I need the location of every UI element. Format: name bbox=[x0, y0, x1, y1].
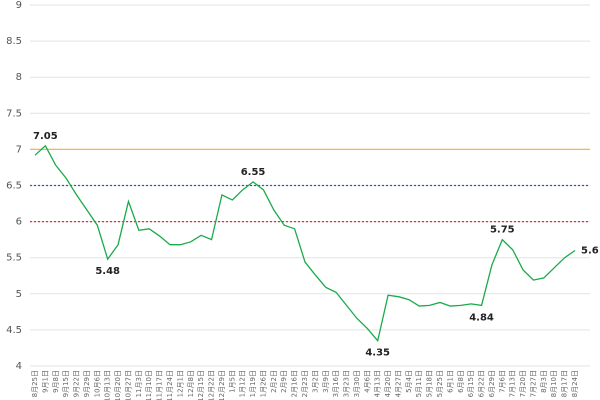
x-tick-label: 5月11日 bbox=[415, 370, 423, 397]
y-tick-label: 4.5 bbox=[6, 325, 22, 336]
y-tick-label: 5.5 bbox=[6, 253, 22, 264]
x-tick-label: 2月2日 bbox=[270, 370, 278, 393]
y-tick-label: 7 bbox=[16, 144, 22, 155]
y-tick-label: 8.5 bbox=[6, 36, 22, 47]
x-tick-label: 11月17日 bbox=[156, 370, 164, 400]
x-tick-label: 12月8日 bbox=[187, 370, 195, 397]
x-tick-label: 3月9日 bbox=[322, 370, 330, 393]
x-tick-label: 12月1日 bbox=[176, 370, 184, 397]
x-tick-label: 6月1日 bbox=[446, 370, 454, 393]
data-label: 6.55 bbox=[241, 167, 266, 178]
x-tick-label: 7月27日 bbox=[529, 370, 537, 397]
x-tick-label: 10月20日 bbox=[114, 370, 122, 400]
x-tick-label: 8月3日 bbox=[540, 370, 548, 393]
x-tick-label: 6月15日 bbox=[467, 370, 475, 397]
x-tick-label: 1月5日 bbox=[228, 370, 236, 393]
x-tick-label: 7月20日 bbox=[519, 370, 527, 397]
x-tick-label: 11月3日 bbox=[135, 370, 143, 397]
x-tick-label: 11月10日 bbox=[145, 370, 153, 400]
x-tick-label: 2月23日 bbox=[301, 370, 309, 397]
x-tick-label: 5月25日 bbox=[436, 370, 444, 397]
x-tick-label: 10月27日 bbox=[124, 370, 132, 400]
x-tick-label: 9月8日 bbox=[52, 370, 60, 393]
x-tick-label: 5月4日 bbox=[405, 370, 413, 393]
y-tick-label: 6 bbox=[16, 217, 22, 228]
x-tick-label: 1月12日 bbox=[239, 370, 247, 397]
data-label: 4.35 bbox=[365, 348, 390, 359]
y-tick-label: 6.5 bbox=[6, 181, 22, 192]
y-tick-label: 9 bbox=[16, 0, 22, 11]
x-tick-label: 2月16日 bbox=[291, 370, 299, 397]
data-label: 5.6 bbox=[581, 245, 599, 256]
data-label: 5.48 bbox=[95, 266, 120, 277]
line bbox=[34, 144, 576, 343]
x-tick-label: 9月1日 bbox=[41, 370, 49, 393]
x-tick-label: 4月13日 bbox=[374, 370, 382, 397]
x-tick-label: 12月15日 bbox=[197, 370, 205, 400]
x-tick-label: 8月25日 bbox=[31, 370, 39, 397]
x-tick-label: 4月20日 bbox=[384, 370, 392, 397]
data-label: 7.05 bbox=[33, 131, 58, 142]
data-label: 4.84 bbox=[469, 312, 494, 323]
x-tick-label: 3月23日 bbox=[343, 370, 351, 397]
y-tick-label: 4 bbox=[16, 361, 22, 372]
x-tick-label: 10月13日 bbox=[104, 370, 112, 400]
x-tick-label: 3月16日 bbox=[332, 370, 340, 397]
x-tick-label: 12月22日 bbox=[208, 370, 216, 400]
x-tick-label: 8月10日 bbox=[550, 370, 558, 397]
x-tick-label: 9月15日 bbox=[62, 370, 70, 397]
x-tick-label: 7月13日 bbox=[509, 370, 517, 397]
x-tick-label: 1月26日 bbox=[259, 370, 267, 397]
x-tick-label: 3月2日 bbox=[311, 370, 319, 393]
x-tick-label: 4月6日 bbox=[363, 370, 371, 393]
y-tick-label: 5 bbox=[16, 289, 22, 300]
data-label: 5.75 bbox=[490, 225, 515, 236]
x-tick-label: 6月29日 bbox=[488, 370, 496, 397]
x-tick-label: 3月30日 bbox=[353, 370, 361, 397]
x-tick-label: 11月24日 bbox=[166, 370, 174, 400]
y-tick-label: 7.5 bbox=[6, 108, 22, 119]
x-tick-label: 6月8日 bbox=[457, 370, 465, 393]
x-tick-label: 6月22日 bbox=[478, 370, 486, 397]
x-tick-label: 2月9日 bbox=[280, 370, 288, 393]
x-tick-label: 1月19日 bbox=[249, 370, 257, 397]
x-tick-label: 9月29日 bbox=[83, 370, 91, 397]
x-tick-label: 5月18日 bbox=[426, 370, 434, 397]
y-tick-label: 8 bbox=[16, 72, 22, 83]
x-tick-label: 4月27日 bbox=[394, 370, 402, 397]
x-tick-label: 8月17日 bbox=[561, 370, 569, 397]
x-tick-label: 8月24日 bbox=[571, 370, 579, 397]
x-tick-label: 10月6日 bbox=[93, 370, 101, 397]
x-tick-label: 7月6日 bbox=[498, 370, 506, 393]
x-tick-label: 12月29日 bbox=[218, 370, 226, 400]
x-tick-label: 9月22日 bbox=[73, 370, 81, 397]
